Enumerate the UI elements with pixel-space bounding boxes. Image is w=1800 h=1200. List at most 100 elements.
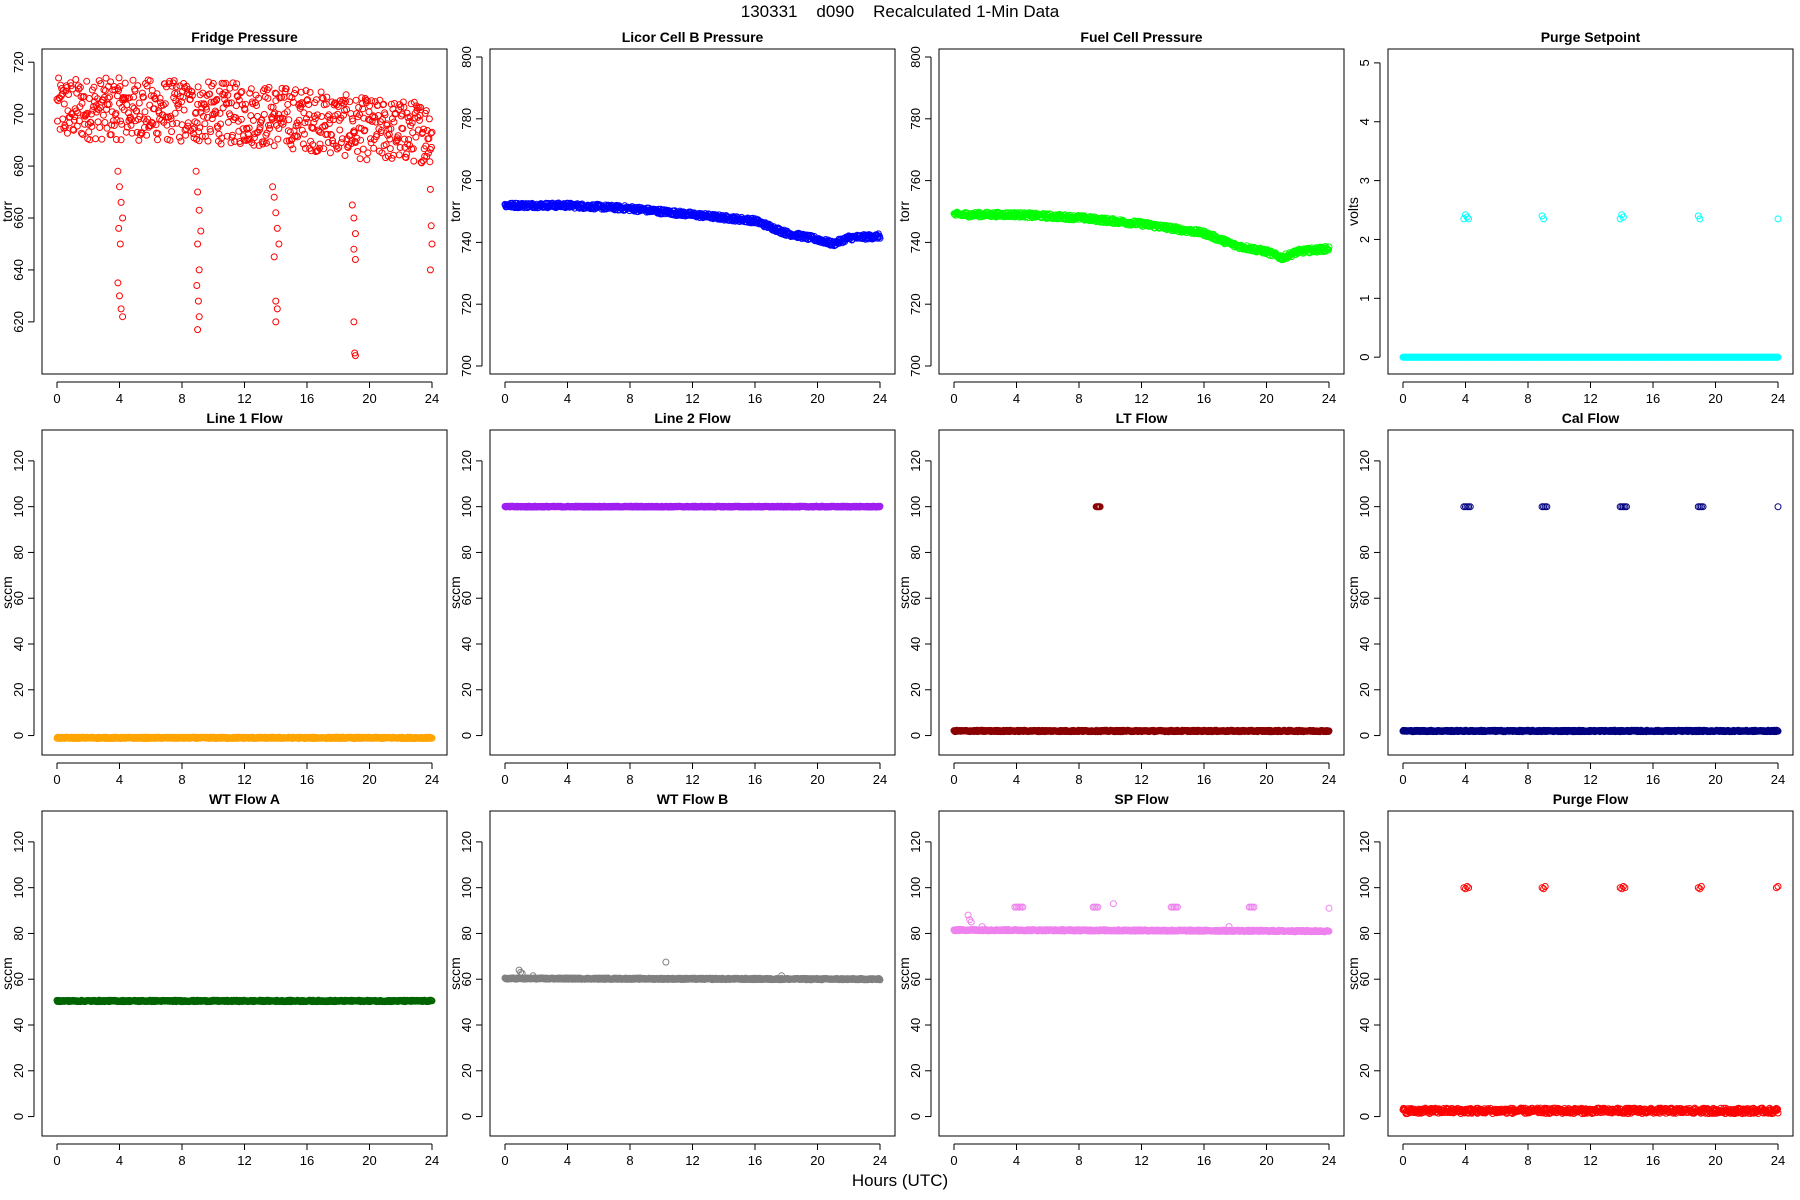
data-point [107,78,115,86]
data-point [340,111,347,119]
y-tick-label: 3 [1357,177,1372,184]
data-point [378,127,385,134]
y-tick-label: 20 [908,683,923,697]
data-point [309,141,317,149]
data-point [274,135,282,143]
y-tick-label: 800 [459,46,474,68]
data-point [289,145,297,153]
data-point [216,109,224,117]
data-point [224,91,232,99]
data-point [297,88,305,96]
data-point [254,112,261,120]
data-point [264,94,272,102]
data-point [316,140,324,148]
data-point [386,135,394,143]
data-point [425,115,433,123]
data-point [128,129,136,137]
data-point [128,116,135,124]
data-point [426,185,434,193]
data-point [350,214,358,222]
data-point [195,313,203,321]
data-point [361,126,369,134]
y-tick-label: 780 [908,108,923,130]
data-point [194,297,202,305]
data-point [74,82,82,90]
data-point [184,122,192,130]
y-tick-label: 660 [11,207,26,229]
data-point [337,139,345,147]
data-point [354,148,361,155]
y-tick-label: 100 [908,496,923,518]
data-point [270,193,278,201]
y-tick-label: 100 [459,496,474,518]
data-point [83,109,91,117]
data-point [292,86,299,94]
data-point [406,113,414,121]
data-point [138,89,146,97]
x-axis: 0 4 8 12 16 20 24 [53,381,439,406]
data-points [53,733,436,742]
x-tick-label: 4 [116,772,123,787]
data-point [273,305,281,313]
y-tick-label: 800 [908,46,923,68]
data-point [426,266,434,274]
x-tick-label: 24 [1322,391,1336,406]
data-point [152,121,160,129]
data-point [116,240,124,248]
y-tick-label: 700 [908,355,923,377]
y-tick-label: 120 [908,450,923,472]
plot-frame [1387,48,1794,375]
data-point [159,101,167,109]
data-point [360,114,368,122]
y-tick-label: 1 [1357,295,1372,302]
data-point [428,240,436,248]
data-point [83,77,91,85]
data-point [86,136,94,144]
data-point [206,90,214,98]
data-point [59,115,67,123]
data-point [231,83,239,91]
data-point [399,98,407,106]
data-point [156,94,164,102]
data-point [350,245,358,253]
x-tick-label: 16 [1197,391,1211,406]
x-tick-label: 24 [1771,391,1785,406]
data-point [246,89,254,97]
data-point [329,137,336,145]
data-point [367,135,374,143]
data-point [112,109,120,117]
x-tick-label: 12 [237,391,251,406]
data-point [168,128,176,136]
data-point [256,123,264,131]
data-point [295,116,303,124]
data-point [189,125,197,133]
data-point [148,118,156,126]
y-tick-label: 720 [459,293,474,315]
data-point [70,116,78,124]
data-point [403,150,410,158]
plot-frame [41,429,448,756]
data-point [343,106,351,113]
data-point [73,89,81,97]
data-point [320,145,328,153]
data-point [117,198,125,206]
data-point [301,144,309,152]
data-point [348,201,356,209]
data-point [253,102,260,109]
data-point [353,110,360,118]
data-point [170,77,178,85]
data-point [233,80,241,88]
data-point [193,282,201,289]
data-point [386,145,394,153]
y-tick-label: 720 [908,293,923,315]
y-tick-label: 0 [459,732,474,739]
y-tick-label: 80 [459,545,474,559]
y-tick-label: 40 [11,637,26,651]
data-point [368,97,376,105]
y-axis-label: torr [896,201,912,222]
data-point [161,100,169,108]
y-tick-label: 60 [459,591,474,605]
data-point [188,88,196,96]
data-point [351,352,359,360]
